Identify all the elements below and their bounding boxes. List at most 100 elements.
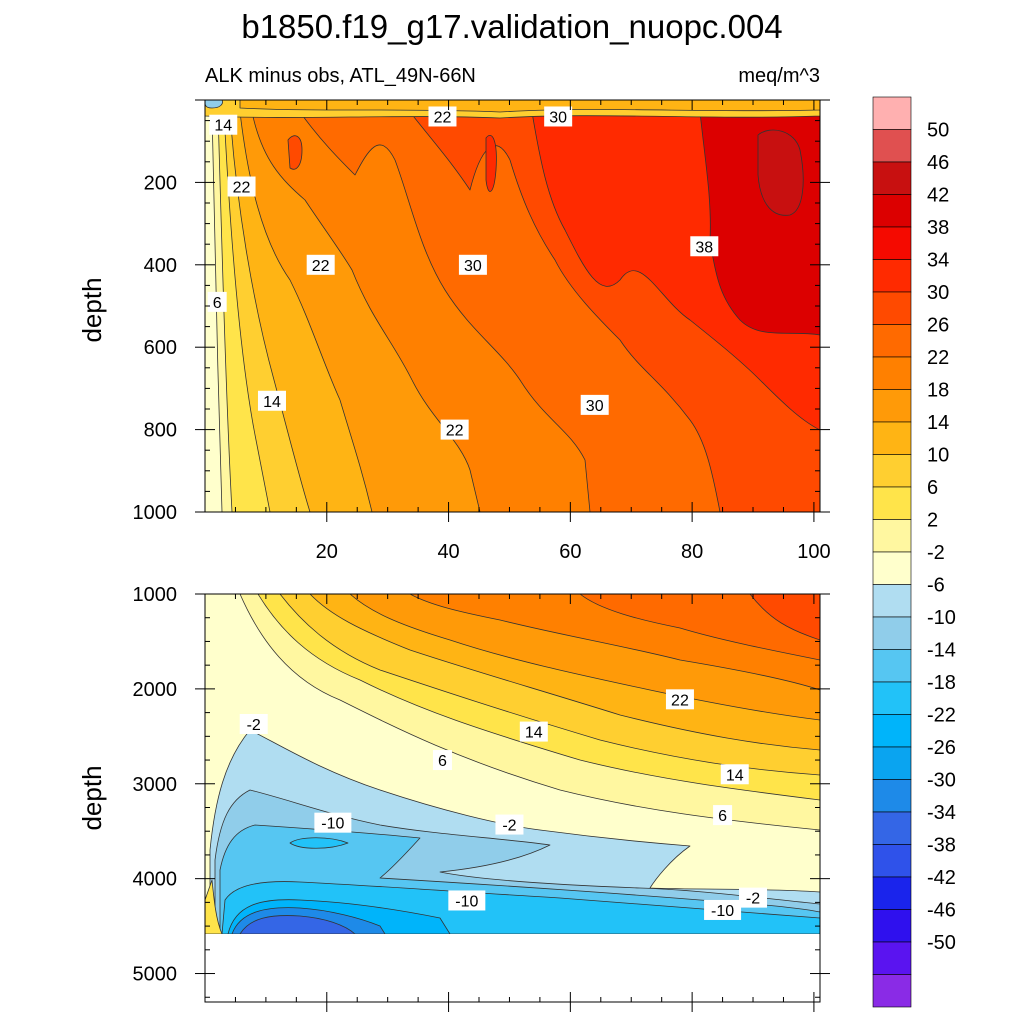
colorbar-label: -18 — [927, 672, 956, 694]
contour-label-box — [239, 713, 268, 734]
y-tick-label: 2000 — [133, 679, 178, 701]
contour-label: -2 — [239, 713, 268, 734]
colorbar-label: -2 — [927, 542, 945, 564]
contour-label-text: 14 — [525, 725, 543, 742]
colorbar-swatch — [872, 129, 912, 163]
x-tick-label: 100 — [797, 541, 830, 563]
colorbar-label: -34 — [927, 802, 956, 824]
contour-label: 22 — [428, 106, 457, 127]
contour-label-text: 6 — [213, 295, 222, 312]
contour-label-text: 22 — [434, 109, 452, 126]
contour-label-text: 14 — [726, 767, 744, 784]
colorbar-swatch — [872, 161, 912, 195]
colorbar-swatch — [872, 779, 912, 813]
colorbar-label: 6 — [927, 477, 938, 499]
colorbar-label: -50 — [927, 932, 956, 954]
colorbar-swatch — [872, 909, 912, 943]
lower-plot-frame — [204, 593, 821, 1003]
y-tick-label: 200 — [144, 172, 177, 194]
contour-label-box — [665, 689, 694, 710]
lower-y-axis-title: depth — [77, 765, 107, 830]
y-tick-label: 600 — [144, 337, 177, 359]
x-tick-label: 20 — [316, 541, 338, 563]
contour-label-box — [739, 887, 768, 908]
contour-label-text: -2 — [746, 891, 760, 908]
colorbar-swatch — [872, 876, 912, 910]
x-tick-label: 80 — [681, 541, 703, 563]
colorbar-swatch — [872, 454, 912, 488]
colorbar-swatch — [872, 974, 912, 1008]
lower-panel: -2 6 14 22 14 6 -10 -2 -10 -2 -10 1000 2000 3000 4000… — [77, 584, 830, 1012]
contour-label-text: 38 — [695, 239, 713, 256]
contour-label-box — [432, 750, 452, 771]
colorbar-swatch — [872, 324, 912, 358]
contour-label-text: 22 — [671, 692, 689, 709]
colorbar-label: 38 — [927, 217, 949, 239]
y-tick-label: 4000 — [133, 869, 178, 891]
colorbar-swatch — [872, 194, 912, 228]
contour-label: 30 — [580, 394, 609, 415]
contour-label: 14 — [209, 114, 238, 135]
contour-label: 38 — [690, 236, 719, 257]
lower-contour-fill — [205, 594, 820, 934]
colorbar-swatch — [872, 746, 912, 780]
lower-contour-labels: -2 6 14 22 14 6 -10 -2 -10 -2 -10 — [239, 689, 768, 920]
x-tick-label: 60 — [559, 541, 581, 563]
colorbar-swatch — [872, 259, 912, 293]
upper-axis-ticks: 20 40 60 80 100 200 400 600 800 1000 — [133, 99, 831, 563]
contour-label: 6 — [713, 805, 733, 826]
contour-label: 14 — [257, 390, 286, 411]
colorbar-label: 34 — [927, 250, 949, 272]
y-tick-label: 1000 — [133, 502, 178, 524]
contour-label-box — [458, 254, 487, 275]
fill-band — [579, 594, 820, 661]
colorbar-label: 46 — [927, 152, 949, 174]
colorbar-swatch — [872, 486, 912, 520]
upper-y-axis-title: depth — [77, 277, 107, 342]
x-tick-label: 40 — [437, 541, 459, 563]
contour-label-text: 30 — [586, 398, 604, 415]
colorbar-swatch — [872, 714, 912, 748]
contour-label: -2 — [495, 814, 524, 835]
contour-label-text: 6 — [718, 808, 727, 825]
colorbar-swatch — [872, 291, 912, 325]
panel-subtitle: ALK minus obs, ATL_49N-66N — [205, 65, 476, 87]
colorbar-labels: 50 46 42 38 34 30 26 22 18 14 10 6 2 -2 -6 -10 -14 -18 -22… — [927, 120, 956, 955]
colorbar-swatch — [872, 681, 912, 715]
colorbar-swatch — [872, 941, 912, 975]
contour-label: 22 — [440, 419, 469, 440]
contour-label: 22 — [306, 254, 335, 275]
contour-label: -10 — [704, 899, 742, 920]
contour-label-text: 30 — [549, 109, 567, 126]
colorbar-label: 22 — [927, 347, 949, 369]
contour-label-box — [207, 291, 227, 312]
contour-label: -10 — [448, 890, 486, 911]
colorbar-label: -30 — [927, 770, 956, 792]
upper-panel: 14 22 22 30 22 30 38 6 14 22 30 20 40 60 80 100 200 400 6… — [77, 99, 831, 563]
colorbar-swatch — [872, 649, 912, 683]
contour-label-text: 14 — [263, 394, 281, 411]
colorbar-label: -38 — [927, 835, 956, 857]
contour-label-text: -10 — [455, 893, 478, 910]
fill-band — [289, 837, 349, 849]
colorbar-swatch — [872, 96, 912, 130]
contour-label-box — [519, 721, 548, 742]
colorbar-label: -10 — [927, 607, 956, 629]
colorbar-swatch — [872, 356, 912, 390]
contour-label: 14 — [519, 721, 548, 742]
contour-label-box — [306, 254, 335, 275]
colorbar-swatch — [872, 421, 912, 455]
contour-label-box — [440, 419, 469, 440]
upper-contour-labels: 14 22 22 30 22 30 38 6 14 22 30 — [207, 106, 719, 440]
contour-label: -2 — [739, 887, 768, 908]
colorbar-swatch — [872, 616, 912, 650]
y-tick-label: 5000 — [133, 964, 178, 986]
contour-label-box — [704, 899, 742, 920]
colorbar-label: -42 — [927, 867, 956, 889]
contour-label-text: -10 — [711, 903, 734, 920]
contour-label-box — [227, 176, 256, 197]
colorbar-label: -26 — [927, 737, 956, 759]
contour-label: 30 — [544, 106, 573, 127]
contour-label: 22 — [665, 689, 694, 710]
